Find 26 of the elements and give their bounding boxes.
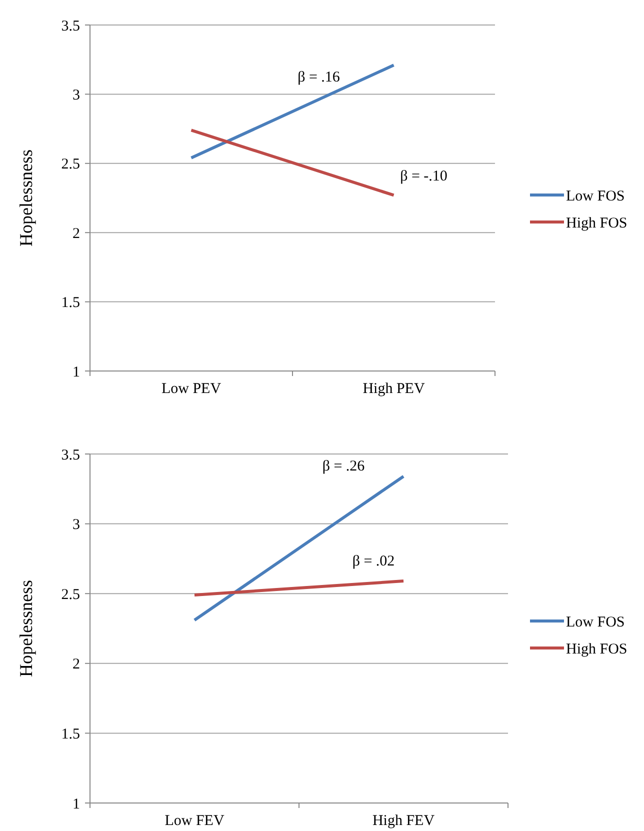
annotation: β = .02	[352, 553, 395, 570]
legend-label: High FOS	[566, 215, 628, 232]
x-tick-label: High PEV	[362, 381, 425, 397]
annotation: β = .26	[322, 458, 366, 475]
y-tick-label: 2.5	[61, 586, 80, 603]
y-tick-label: 3.5	[61, 18, 80, 34]
annotation: β = .16	[298, 69, 340, 86]
y-axis-title: Hopelessness	[16, 580, 36, 677]
y-tick-label: 3	[72, 517, 80, 534]
x-tick-label: Low FEV	[164, 813, 224, 829]
y-axis-title: Hopelessness	[16, 150, 36, 246]
y-tick-label: 2	[72, 226, 80, 242]
annotation: β = -.10	[400, 168, 448, 184]
y-tick-label: 1	[72, 364, 80, 380]
y-tick-label: 1.5	[61, 295, 80, 312]
legend-label: High FOS	[566, 641, 628, 658]
y-tick-label: 1	[72, 796, 80, 812]
y-tick-label: 2.5	[61, 156, 80, 173]
legend-label: Low FOS	[566, 614, 625, 630]
y-tick-label: 2	[72, 656, 80, 673]
y-tick-label: 3.5	[61, 447, 80, 464]
legend-label: Low FOS	[566, 188, 625, 204]
y-tick-label: 1.5	[61, 726, 80, 742]
x-tick-label: High FEV	[372, 813, 435, 829]
y-tick-label: 3	[72, 87, 80, 104]
x-tick-label: Low PEV	[161, 381, 222, 397]
